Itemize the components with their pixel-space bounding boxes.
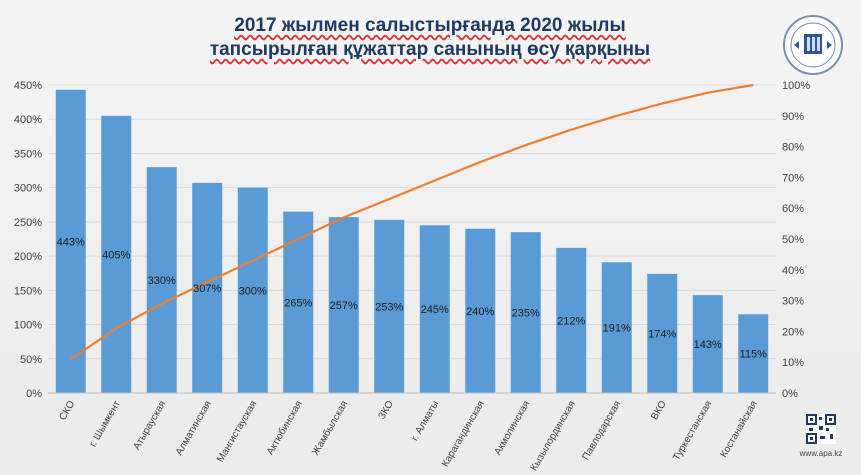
data-label: 330% bbox=[148, 275, 176, 287]
website-caption: www.apa.kz bbox=[799, 449, 843, 458]
bar bbox=[328, 217, 359, 393]
y-right-tick-label: 90% bbox=[782, 111, 804, 123]
government-emblem-icon bbox=[783, 15, 843, 75]
x-tick-label: ВКО bbox=[649, 399, 669, 422]
bar bbox=[237, 187, 268, 393]
qr-code-icon bbox=[806, 414, 836, 444]
y-left-tick-label: 150% bbox=[14, 285, 42, 297]
y-right-tick-label: 70% bbox=[782, 172, 804, 184]
data-label: 235% bbox=[512, 308, 540, 320]
data-label: 212% bbox=[557, 315, 585, 327]
x-tick-label: СКО bbox=[57, 399, 77, 423]
x-tick-label: Карагандинская bbox=[440, 399, 487, 469]
bar bbox=[601, 262, 632, 393]
x-tick-label: Павлодарская bbox=[580, 399, 623, 462]
y-left-tick-label: 350% bbox=[14, 148, 42, 160]
data-label: 174% bbox=[648, 328, 676, 340]
bar bbox=[101, 115, 132, 394]
y-right-tick-label: 40% bbox=[782, 265, 804, 277]
y-right-tick-label: 50% bbox=[782, 234, 804, 246]
bar bbox=[374, 219, 405, 393]
chart-title-line-1: 2017 жылмен салыстырғанда 2020 жылы bbox=[234, 15, 626, 36]
data-label: 245% bbox=[421, 304, 449, 316]
y-right-tick-label: 0% bbox=[782, 388, 798, 400]
y-left-tick-label: 300% bbox=[14, 183, 42, 195]
chart-title-line-2: тапсырылған құжаттар санының өсу қарқыны bbox=[209, 39, 651, 60]
x-tick-label: Туркестанская bbox=[671, 399, 714, 463]
y-left-tick-label: 200% bbox=[14, 251, 42, 263]
bar bbox=[556, 247, 587, 393]
y-right-tick-label: 100% bbox=[782, 80, 810, 92]
data-label: 300% bbox=[239, 285, 267, 297]
bar bbox=[692, 295, 723, 393]
data-label: 143% bbox=[694, 339, 722, 351]
data-label: 115% bbox=[740, 349, 768, 361]
y-left-tick-label: 450% bbox=[14, 80, 42, 92]
x-tick-label: Костанайская bbox=[718, 399, 759, 460]
bar bbox=[510, 232, 541, 393]
y-right-tick-label: 10% bbox=[782, 357, 804, 369]
data-label: 443% bbox=[57, 236, 85, 248]
x-tick-label: Жамбылская bbox=[309, 399, 350, 458]
y-left-tick-label: 50% bbox=[20, 354, 42, 366]
chart-title: 2017 жылмен салыстырғанда 2020 жылы тапс… bbox=[150, 14, 710, 62]
bar bbox=[146, 167, 177, 393]
bar bbox=[647, 273, 678, 393]
y-right-tick-label: 20% bbox=[782, 326, 804, 338]
x-tick-label: ЗКО bbox=[377, 399, 396, 422]
y-left-tick-label: 0% bbox=[26, 388, 42, 400]
x-tick-label: г. Алматы bbox=[410, 399, 442, 443]
data-label: 307% bbox=[193, 283, 221, 295]
bar bbox=[283, 211, 314, 393]
data-label: 240% bbox=[466, 306, 494, 318]
y-left-tick-label: 100% bbox=[14, 320, 42, 332]
data-label: 265% bbox=[284, 297, 312, 309]
x-tick-label: Атырауская bbox=[131, 399, 168, 452]
y-left-tick-label: 400% bbox=[14, 114, 42, 126]
bar bbox=[738, 314, 769, 393]
data-label: 257% bbox=[330, 300, 358, 312]
data-label: 191% bbox=[603, 323, 631, 335]
y-left-tick-label: 250% bbox=[14, 217, 42, 229]
x-tick-label: Алматинская bbox=[174, 399, 214, 457]
x-tick-label: Мангистауская bbox=[215, 399, 259, 464]
x-tick-label: Акмолинская bbox=[492, 399, 532, 457]
bar bbox=[465, 228, 496, 393]
x-tick-label: Кызылординская bbox=[529, 399, 578, 473]
cumulative-line bbox=[70, 83, 754, 361]
bar bbox=[55, 89, 86, 394]
data-label: 253% bbox=[375, 301, 403, 313]
y-right-tick-label: 30% bbox=[782, 296, 804, 308]
data-label: 405% bbox=[102, 249, 130, 261]
x-tick-label: Актюбинская bbox=[264, 399, 305, 458]
y-right-tick-label: 60% bbox=[782, 203, 804, 215]
x-tick-label: г. Шымкент bbox=[88, 399, 123, 449]
y-right-tick-label: 80% bbox=[782, 142, 804, 154]
bar bbox=[419, 225, 450, 393]
